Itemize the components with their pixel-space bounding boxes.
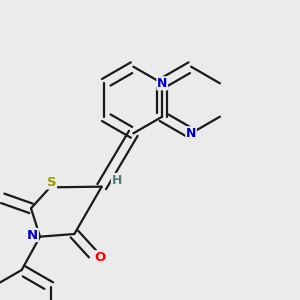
Text: N: N bbox=[186, 127, 196, 140]
Text: N: N bbox=[157, 77, 167, 90]
Text: H: H bbox=[112, 173, 122, 187]
Text: N: N bbox=[27, 229, 38, 242]
Text: S: S bbox=[47, 176, 56, 189]
Text: O: O bbox=[94, 251, 106, 264]
